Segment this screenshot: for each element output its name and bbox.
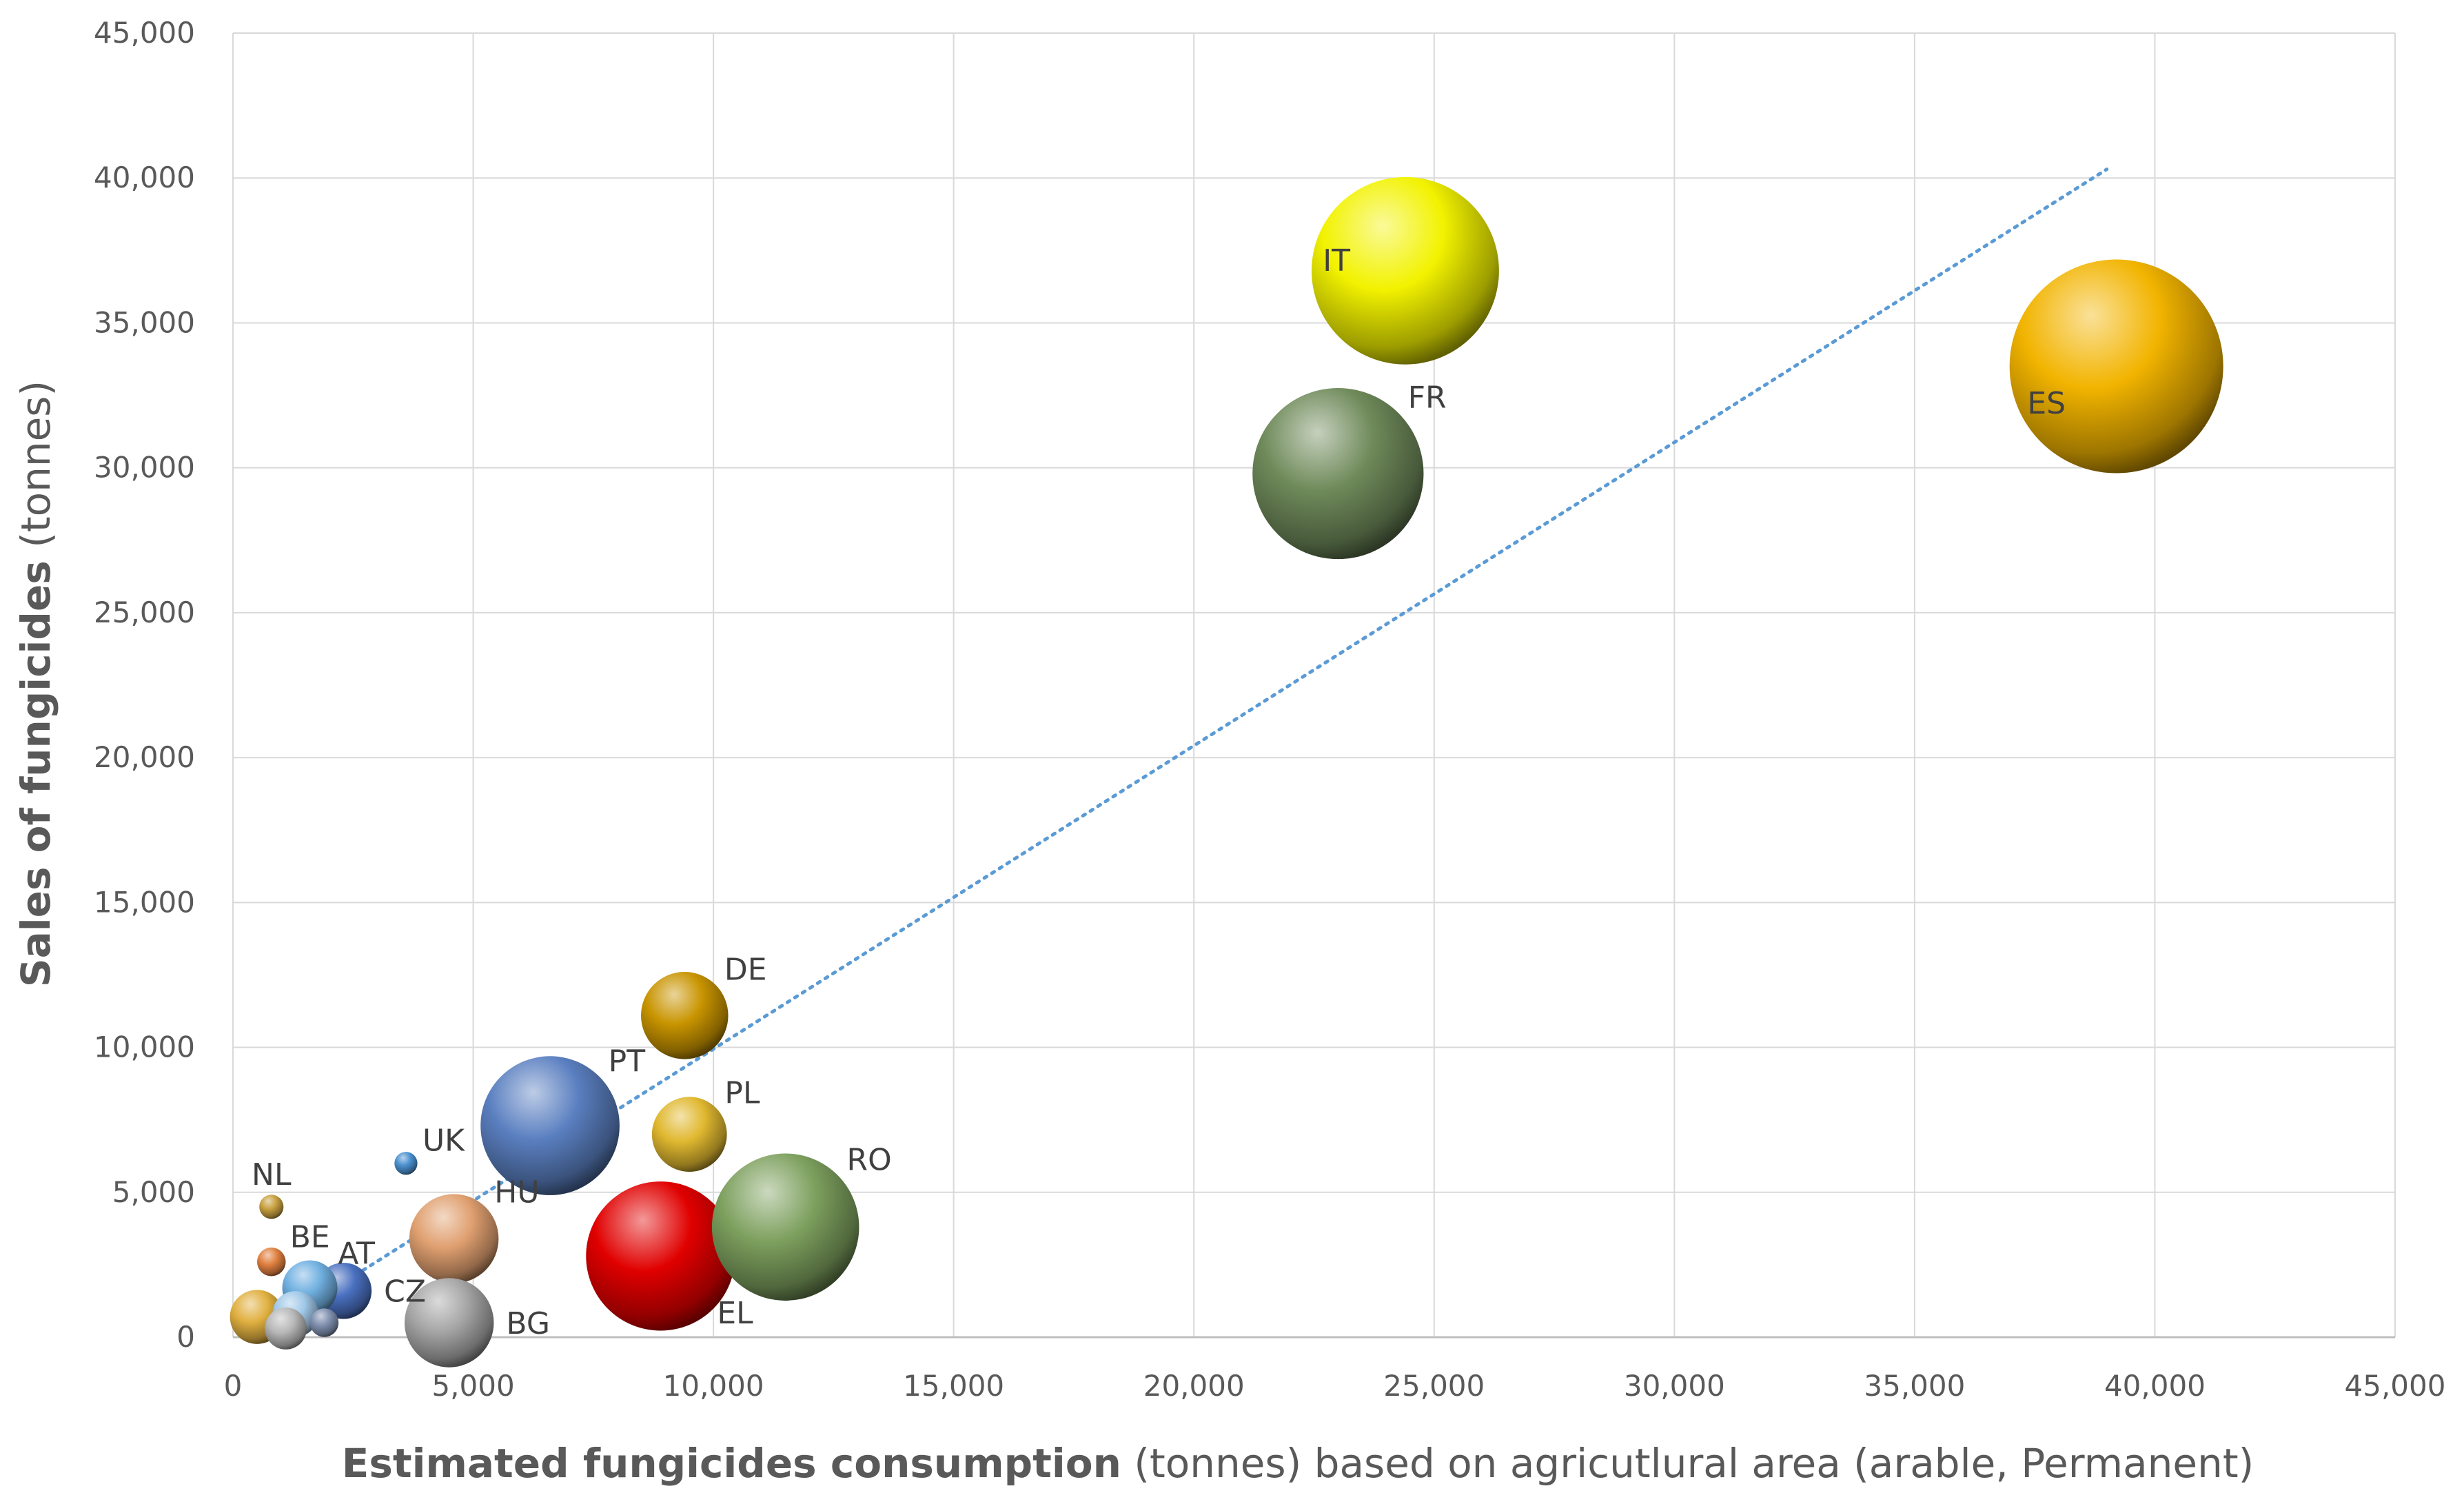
y-tick-label: 25,000 bbox=[94, 596, 195, 629]
y-tick-labels: 0 5,000 10,000 15,000 20,000 25,000 30,000 35,0… bbox=[94, 16, 195, 1354]
y-tick-label: 30,000 bbox=[94, 451, 195, 485]
y-tick-label: 10,000 bbox=[94, 1030, 195, 1064]
x-tick-label: 30,000 bbox=[1624, 1369, 1725, 1403]
y-tick-label: 45,000 bbox=[94, 16, 195, 50]
bubble-el bbox=[586, 1181, 735, 1331]
y-tick-label: 15,000 bbox=[94, 885, 195, 919]
bubble-label-uk: UK bbox=[422, 1124, 465, 1159]
x-tick-label: 10,000 bbox=[663, 1369, 764, 1403]
bubble-label-it: IT bbox=[1323, 243, 1350, 278]
x-tick-label: 40,000 bbox=[2104, 1369, 2206, 1403]
bubble-label-at: AT bbox=[338, 1237, 375, 1272]
bubble-ro bbox=[711, 1153, 859, 1301]
bubble-es bbox=[2009, 259, 2223, 474]
x-tick-label: 5,000 bbox=[431, 1369, 514, 1403]
bubble-label-bg: BG bbox=[506, 1306, 550, 1341]
x-tick-label: 20,000 bbox=[1143, 1369, 1245, 1403]
bubble-be bbox=[257, 1247, 286, 1277]
trendline-layer bbox=[255, 167, 2109, 1339]
bubble-label-hu: HU bbox=[494, 1175, 539, 1210]
x-tick-label: 45,000 bbox=[2345, 1369, 2446, 1403]
bubble-hu bbox=[409, 1194, 499, 1283]
bubble-unlabeled bbox=[309, 1308, 339, 1337]
bubbles bbox=[230, 176, 2223, 1368]
bubble-label-de: DE bbox=[724, 953, 767, 988]
bubble-label-pt: PT bbox=[609, 1044, 646, 1079]
x-tick-label: 15,000 bbox=[903, 1369, 1004, 1403]
trendline bbox=[255, 167, 2109, 1339]
bubble-label-fr: FR bbox=[1408, 380, 1447, 416]
x-axis-title: Estimated fungicides consumption (tonnes… bbox=[342, 1440, 2254, 1487]
bubble-label-nl: NL bbox=[252, 1157, 292, 1192]
bubble-it bbox=[1312, 176, 1499, 365]
bubble-fr bbox=[1252, 387, 1424, 560]
x-axis-title-bold: Estimated fungicides consumption bbox=[342, 1440, 1121, 1487]
y-axis-title-bold: Sales of fungicides bbox=[12, 560, 59, 987]
x-tick-label: 35,000 bbox=[1864, 1369, 1965, 1403]
bubble-de bbox=[641, 972, 729, 1059]
x-tick-label: 0 bbox=[224, 1369, 243, 1403]
bubble-label-es: ES bbox=[2027, 386, 2066, 421]
bubble-pt bbox=[480, 1056, 620, 1195]
bubble-label-el: EL bbox=[717, 1296, 753, 1331]
bubble-label-cz: CZ bbox=[384, 1274, 426, 1310]
y-axis-title: Sales of fungicides (tonnes) bbox=[12, 380, 59, 987]
bubble-pl bbox=[651, 1097, 727, 1172]
x-axis-title-rest: (tonnes) based on agricutlural area (ara… bbox=[1121, 1440, 2254, 1487]
y-tick-label: 40,000 bbox=[94, 161, 195, 194]
bubble-nl bbox=[259, 1195, 284, 1219]
y-tick-label: 20,000 bbox=[94, 740, 195, 774]
x-tick-labels: 0 5,000 10,000 15,000 20,000 25,000 30,000 35,0… bbox=[224, 1369, 2446, 1403]
bubble-unlabeled bbox=[265, 1307, 307, 1350]
bubble-bg bbox=[404, 1278, 494, 1368]
y-tick-label: 35,000 bbox=[94, 305, 195, 339]
bubble-label-pl: PL bbox=[724, 1076, 760, 1111]
bubble-uk bbox=[394, 1152, 418, 1175]
y-tick-label: 0 bbox=[176, 1320, 195, 1354]
bubble-label-ro: RO bbox=[847, 1142, 892, 1177]
y-axis-title-rest: (tonnes) bbox=[12, 380, 59, 560]
x-tick-label: 25,000 bbox=[1383, 1369, 1485, 1403]
y-tick-label: 5,000 bbox=[112, 1175, 195, 1209]
bubble-label-be: BE bbox=[290, 1220, 330, 1255]
